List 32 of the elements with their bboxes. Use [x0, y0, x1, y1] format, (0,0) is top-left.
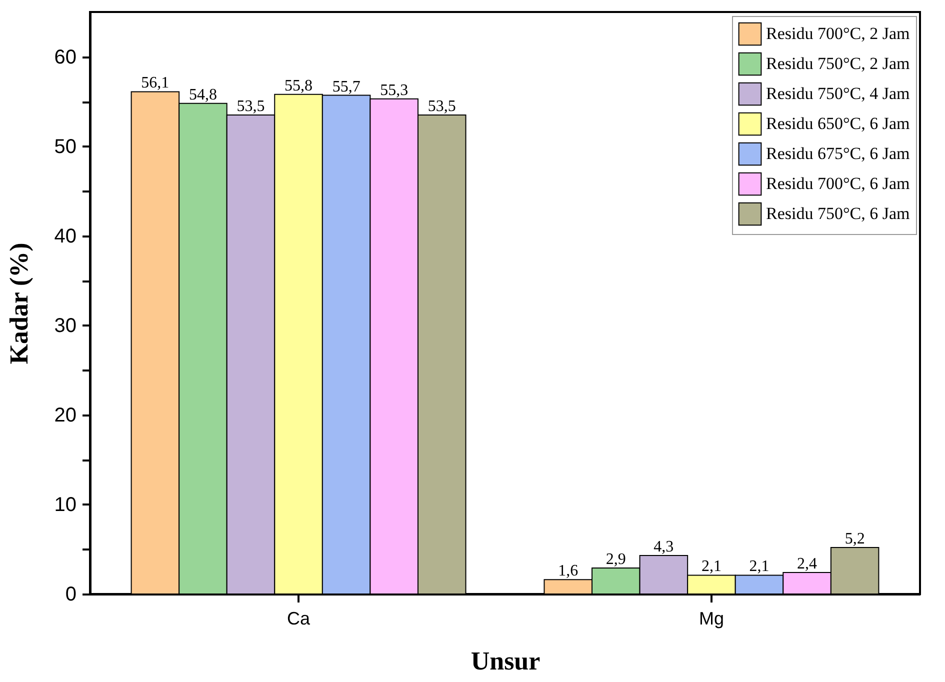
- data-label: 55,7: [332, 78, 360, 96]
- x-tick-label: Mg: [698, 608, 724, 628]
- data-label: 53,5: [428, 98, 456, 115]
- data-label: 53,5: [236, 98, 265, 115]
- data-label: 1,6: [558, 562, 578, 580]
- y-tick-label: 60: [54, 46, 76, 68]
- legend-label: Residu 750°C, 4 Jam: [766, 84, 910, 103]
- legend-label: Residu 750°C, 6 Jam: [766, 204, 910, 223]
- data-label: 55,8: [284, 77, 313, 94]
- y-tick-label: 10: [54, 494, 76, 516]
- legend-label: Residu 750°C, 2 Jam: [766, 54, 910, 73]
- y-axis-title: Kadar (%): [4, 242, 34, 364]
- y-tick-label: 50: [54, 136, 76, 158]
- x-tick-label: Ca: [287, 608, 312, 628]
- data-label: 4,3: [654, 538, 674, 556]
- data-label: 54,8: [188, 86, 217, 104]
- legend-label: Residu 675°C, 6 Jam: [766, 144, 910, 163]
- y-tick-label: 30: [54, 314, 76, 337]
- legend-label: Residu 650°C, 6 Jam: [766, 114, 910, 133]
- data-label: 2,1: [749, 558, 770, 576]
- data-label: 2,1: [701, 558, 722, 576]
- y-tick-label: 0: [65, 584, 76, 606]
- data-label: 5,2: [844, 530, 865, 548]
- data-label: 2,9: [606, 551, 626, 568]
- y-tick-label: 40: [54, 225, 76, 248]
- data-label: 56,1: [141, 74, 170, 92]
- x-axis-title: Unsur: [470, 646, 540, 676]
- data-label: 55,3: [380, 82, 408, 99]
- legend-label: Residu 700°C, 6 Jam: [766, 174, 910, 193]
- data-label: 2,4: [797, 556, 818, 573]
- y-tick-label: 20: [54, 404, 76, 426]
- legend-label: Residu 700°C, 2 Jam: [766, 24, 910, 43]
